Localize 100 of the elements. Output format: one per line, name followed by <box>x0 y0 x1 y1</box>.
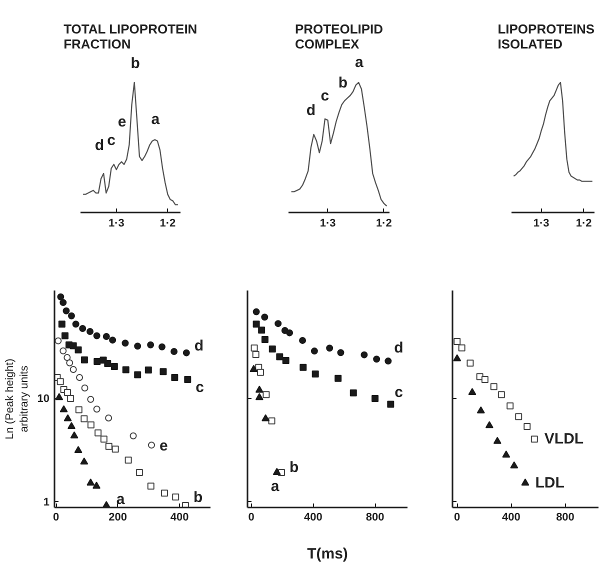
point <box>524 422 531 430</box>
x-tick-label: 1·2 <box>160 218 176 230</box>
point <box>109 336 116 344</box>
point <box>134 371 142 378</box>
series-label: c <box>196 379 204 396</box>
point <box>62 332 69 340</box>
point <box>158 343 166 350</box>
point <box>94 429 102 436</box>
point <box>276 353 284 360</box>
point <box>64 389 71 396</box>
point <box>502 450 510 458</box>
x-tick-label: 400 <box>502 512 520 524</box>
point <box>134 342 142 350</box>
point <box>136 468 143 476</box>
x-tick-label: 0 <box>454 512 460 524</box>
point <box>252 350 260 358</box>
series-label: d <box>194 337 204 354</box>
point <box>182 349 190 356</box>
point <box>334 374 342 382</box>
point <box>310 348 318 355</box>
point <box>104 360 112 367</box>
point <box>92 482 101 489</box>
point <box>184 376 192 384</box>
point <box>60 347 67 354</box>
point <box>256 368 264 376</box>
point <box>64 354 71 361</box>
point <box>68 312 75 320</box>
point <box>80 415 88 422</box>
point <box>312 370 319 378</box>
annotation: d <box>94 137 104 154</box>
text: a <box>355 54 364 71</box>
point <box>110 362 118 370</box>
point <box>64 414 72 422</box>
annotation: c <box>107 132 116 149</box>
point <box>252 308 260 316</box>
point <box>60 299 67 306</box>
point <box>384 358 392 365</box>
point <box>171 374 178 382</box>
point <box>493 436 502 444</box>
point <box>250 364 258 372</box>
point <box>506 402 514 410</box>
point <box>521 478 530 486</box>
point <box>372 394 379 402</box>
x-tick-label: 800 <box>366 512 384 524</box>
point <box>58 320 66 328</box>
point <box>74 446 82 454</box>
point <box>67 394 74 402</box>
annotation: b <box>338 74 348 92</box>
point <box>102 333 110 340</box>
point <box>498 391 505 398</box>
point <box>80 457 88 465</box>
point <box>81 384 88 392</box>
x-tick-label: 400 <box>304 512 322 524</box>
point <box>57 293 64 300</box>
chart-title: LIPOPROTEINS ISOLATED <box>498 22 595 52</box>
point <box>147 482 154 490</box>
y-tick-label: 1 <box>43 496 50 508</box>
annotation: a <box>151 111 160 128</box>
point <box>54 337 62 344</box>
point <box>262 391 270 398</box>
point <box>360 351 368 358</box>
series-label: VLDL <box>544 430 584 448</box>
point <box>172 493 180 500</box>
point <box>75 406 82 414</box>
point <box>458 344 466 352</box>
point <box>468 388 476 396</box>
point <box>530 436 538 443</box>
point <box>70 431 78 438</box>
point <box>86 328 94 335</box>
series-label: LDL <box>535 474 564 492</box>
point <box>87 421 94 428</box>
point <box>80 356 88 364</box>
series-label: b <box>290 458 299 476</box>
point <box>466 360 474 367</box>
point <box>337 349 344 356</box>
point <box>76 374 84 381</box>
point <box>268 346 276 353</box>
point <box>60 405 68 412</box>
series-label: a <box>270 478 280 495</box>
point <box>454 338 461 345</box>
x-tick-label: 1·3 <box>320 218 336 230</box>
point <box>160 368 167 376</box>
point <box>130 432 137 440</box>
x-tick-label: 1·2 <box>376 218 392 230</box>
x-tick-label: 1·3 <box>108 218 124 230</box>
point <box>252 320 260 328</box>
x-tick-label: 800 <box>556 512 574 524</box>
point <box>94 358 101 365</box>
series-label: a <box>116 490 126 508</box>
text: b <box>130 55 140 72</box>
x-tick-label: 1·3 <box>533 218 550 230</box>
point <box>476 406 485 414</box>
point <box>282 356 290 364</box>
point <box>67 422 76 429</box>
point <box>74 346 82 354</box>
point <box>510 461 518 468</box>
point <box>272 468 281 475</box>
point <box>122 340 129 347</box>
point <box>122 366 130 374</box>
point <box>250 344 258 352</box>
